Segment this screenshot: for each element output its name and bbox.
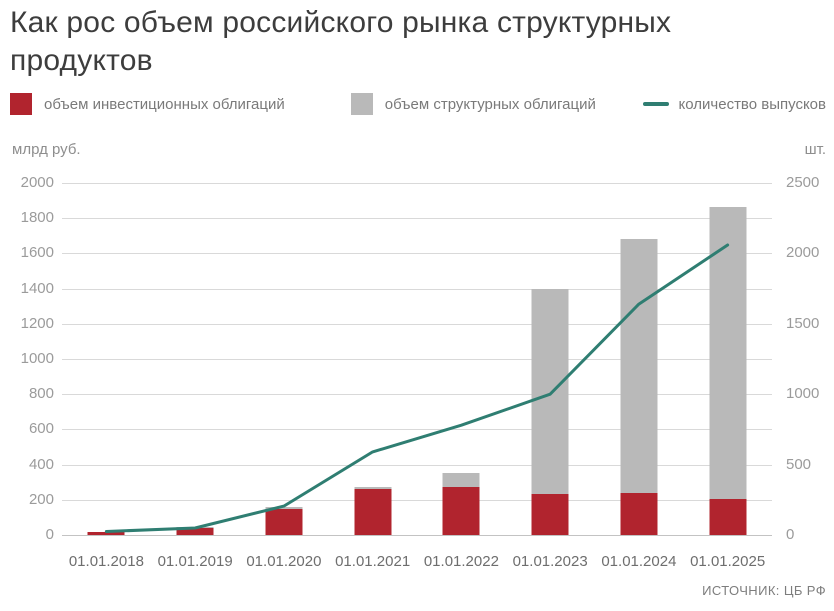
x-axis-label: 01.01.2020 — [246, 553, 322, 570]
y-axis-tick-left: 0 — [45, 526, 54, 543]
legend-label: объем инвестиционных облигаций — [44, 95, 285, 113]
red-square-icon — [10, 93, 32, 115]
bar-structured-bonds-segment — [265, 506, 303, 509]
bar-investment-bonds-segment — [265, 508, 303, 535]
gridline — [62, 183, 772, 184]
y-axis-tick-right: 0 — [786, 526, 795, 543]
legend-label: объем структурных облигаций — [384, 95, 596, 113]
bar-stack — [354, 183, 392, 535]
x-axis-labels: 01.01.2018 01.01.2019 01.01.2020 01.01.2021… — [62, 553, 772, 573]
left-axis-unit: млрд руб. — [12, 141, 81, 158]
legend: объем инвестиционных облигаций объем стр… — [10, 92, 826, 116]
x-axis-label: 01.01.2021 — [335, 553, 411, 570]
y-axis-tick-left: 200 — [28, 490, 54, 508]
y-axis-tick-left: 1600 — [20, 244, 54, 262]
gridline — [62, 253, 772, 255]
gridline — [62, 218, 772, 220]
x-axis-label: 01.01.2025 — [690, 553, 766, 570]
teal-line-icon — [642, 102, 669, 106]
legend-item-issue-count: количество выпусков — [642, 95, 826, 113]
y-axis-tick-right: 1000 — [786, 385, 820, 403]
x-axis-label: 01.01.2023 — [512, 553, 588, 570]
right-axis-unit: шт. — [804, 141, 826, 158]
y-axis-tick-left: 800 — [28, 385, 54, 403]
bar-structured-bonds-segment — [442, 472, 480, 488]
legend-item-investment-bonds: объем инвестиционных облигаций — [10, 93, 285, 115]
bar-structured-bonds-segment — [354, 486, 392, 490]
bar-investment-bonds-segment — [354, 489, 392, 535]
y-axis-tick-left: 1000 — [20, 350, 54, 367]
bar-investment-bonds-segment — [709, 498, 747, 535]
y-axis-tick-right: 2000 — [786, 244, 820, 262]
bar-structured-bonds-segment — [709, 206, 747, 499]
x-axis-label: 01.01.2019 — [157, 553, 233, 570]
y-axis-tick-left: 400 — [28, 455, 54, 473]
gridline — [62, 429, 772, 431]
axis-units-row: млрд руб. шт. — [12, 141, 826, 158]
x-axis-label: 01.01.2022 — [423, 553, 499, 570]
issue-count-line — [62, 183, 772, 535]
bar-investment-bonds-segment — [620, 492, 658, 535]
gridline — [62, 359, 772, 360]
chart-area: 0 200 400 600 800 1000 1200 1400 1600 1800 2000 0 5… — [0, 175, 834, 543]
gridline — [62, 535, 772, 536]
gridline — [62, 464, 772, 466]
bar-stack — [265, 183, 303, 535]
bar-investment-bonds-segment — [176, 527, 214, 535]
bar-investment-bonds-segment — [531, 493, 569, 535]
y-axis-tick-right: 2500 — [786, 174, 820, 191]
y-axis-tick-left: 600 — [28, 420, 54, 438]
page-title: Как рос объем российского рынка структур… — [10, 6, 672, 77]
legend-item-structured-bonds: объем структурных облигаций — [350, 93, 596, 115]
bar-investment-bonds-segment — [87, 532, 125, 535]
bar-stack — [442, 183, 480, 535]
y-axis-tick-left: 2000 — [20, 174, 54, 191]
bar-stack — [531, 183, 569, 535]
y-axis-tick-right: 1500 — [786, 314, 820, 332]
x-axis-label: 01.01.2024 — [601, 553, 677, 570]
plot-area — [62, 183, 772, 536]
y-axis-tick-left: 1200 — [20, 314, 54, 332]
gridline — [62, 323, 772, 325]
gridline — [62, 288, 772, 290]
gridline — [62, 394, 772, 396]
bar-stack — [709, 183, 747, 535]
y-axis-tick-left: 1400 — [20, 279, 54, 297]
legend-label: количество выпусков — [678, 95, 826, 113]
x-axis-label: 01.01.2018 — [68, 553, 144, 570]
bar-structured-bonds-segment — [620, 239, 658, 493]
bar-investment-bonds-segment — [442, 487, 480, 535]
source-note: ИСТОЧНИК: ЦБ РФ — [702, 583, 826, 598]
bar-stack — [620, 183, 658, 535]
gridline — [62, 499, 772, 501]
bar-stack — [87, 183, 125, 535]
y-axis-tick-left: 1800 — [20, 209, 54, 227]
left-axis-ticks: 0 200 400 600 800 1000 1200 1400 1600 1800 2000 — [0, 175, 54, 543]
bar-structured-bonds-segment — [531, 288, 569, 494]
gray-square-icon — [350, 93, 373, 115]
right-axis-ticks: 0 500 1000 1500 2000 2500 — [786, 175, 834, 543]
y-axis-tick-right: 500 — [786, 455, 812, 473]
